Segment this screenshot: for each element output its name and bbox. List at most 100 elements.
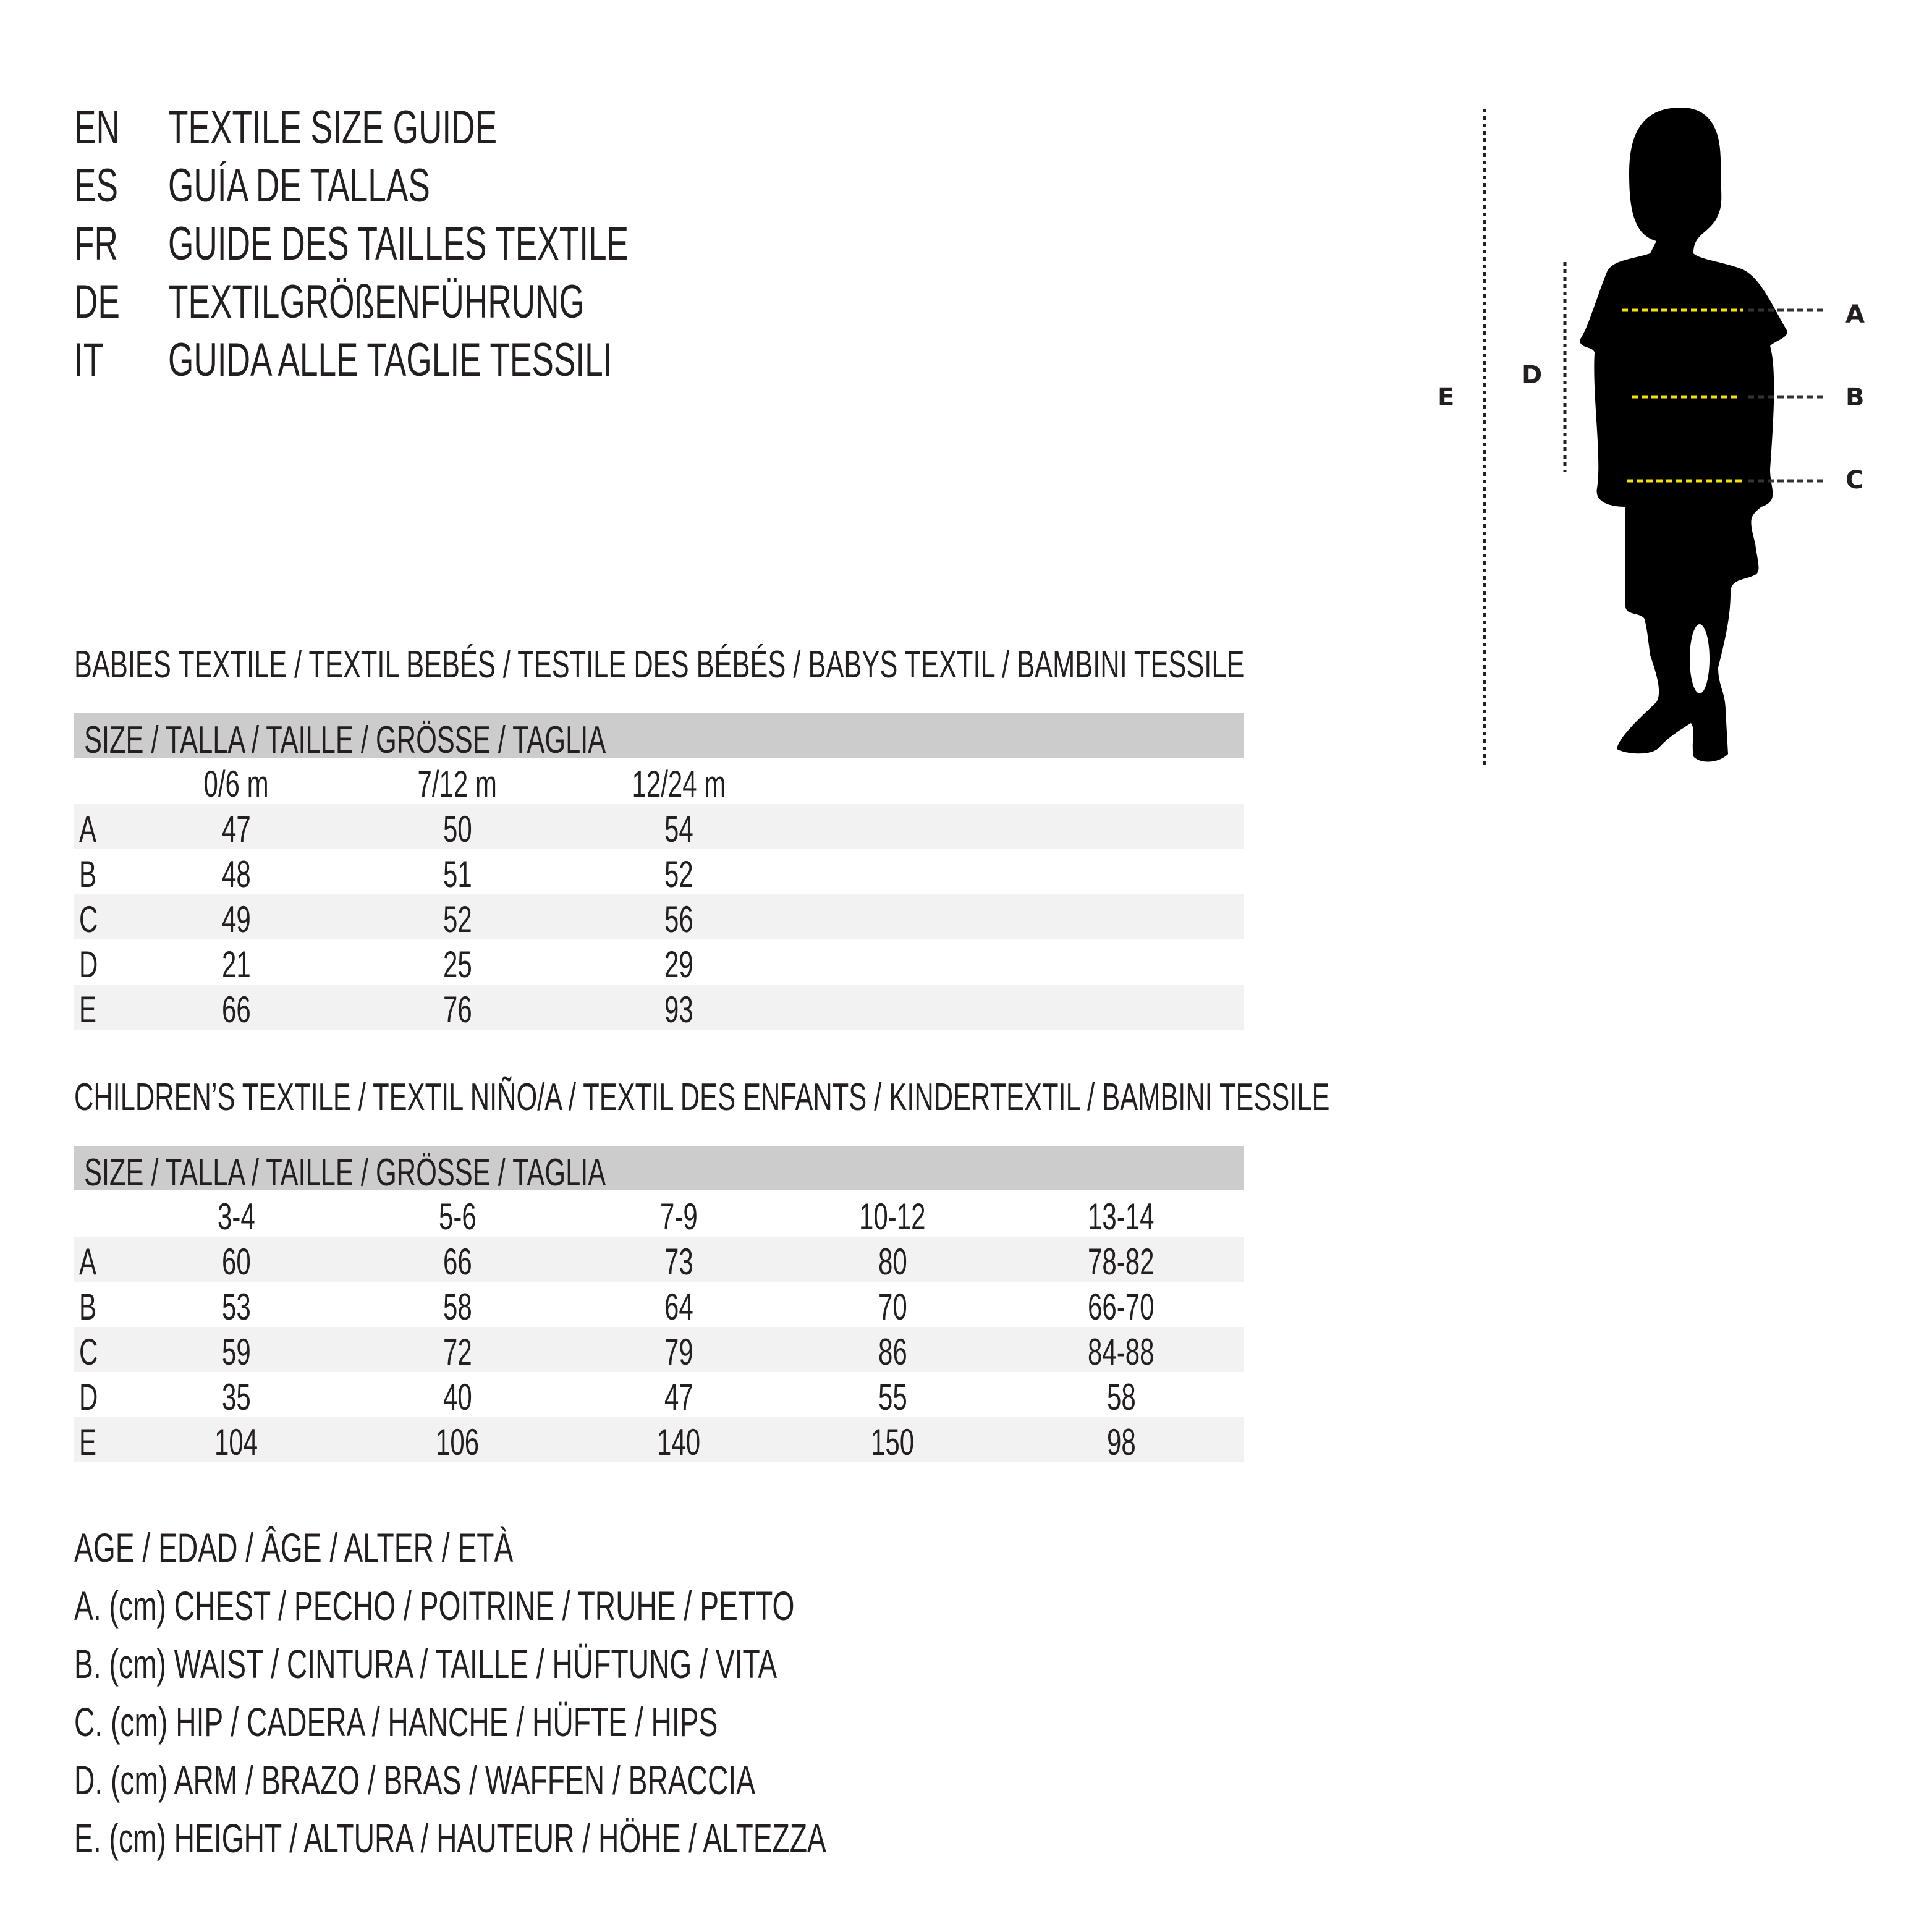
table-cell-text: 29 [664,944,693,985]
column-header: 0/6 m [143,763,329,805]
table-cell-text: 140 [656,1421,701,1463]
legend-line: AGE / EDAD / ÂGE / ALTER / ETÀ [74,1524,701,1571]
table-cell-text: 78-82 [1088,1241,1155,1282]
guide-title: GUIDE DES TAILLES TEXTILE [168,215,826,273]
table-cell: 21 [143,943,329,986]
table-row: E 104 106 140 150 98 [74,1417,1244,1464]
table-cell-text: 66 [443,1241,472,1282]
table-cell: 47 [586,1376,771,1418]
section-title: BABIES TEXTILE / TEXTIL BEBÉS / TESTILE … [74,643,1746,687]
row-label-text: A [79,1241,97,1282]
table-cell: 76 [365,988,550,1031]
table-cell: 53 [143,1286,329,1328]
table-row: B 53 58 64 70 66-70 [74,1282,1244,1328]
table-cell: 150 [800,1421,985,1464]
table-cell: 49 [143,898,329,941]
row-label-text: A [79,808,97,850]
table-cell: 54 [586,808,771,850]
guide-title: GUIDA ALLE TAGLIE TESSILI [168,331,802,389]
column-header-row: 0/6 m 7/12 m 12/24 m [74,759,1244,805]
row-label: C [79,898,106,941]
row-label: E [79,988,104,1031]
table-cell-text: 93 [664,989,693,1030]
legend-line: B. (cm) WAIST / CINTURA / TAILLE / HÜFTU… [74,1640,1078,1687]
table-cell: 56 [586,898,771,941]
column-header: 12/24 m [586,763,771,805]
label-a: A [1845,300,1865,329]
column-header: 7-9 [586,1195,771,1238]
table-cell: 59 [143,1331,329,1373]
table-cell-text: 84-88 [1088,1331,1155,1373]
column-header: 13-14 [1028,1195,1214,1238]
table-cell-text: 47 [221,808,251,850]
table-cell: 50 [365,808,550,850]
table-cell: 60 [143,1240,329,1283]
table-cell: 55 [800,1376,985,1418]
table-cell-text: 86 [878,1331,907,1373]
table-cell: 106 [365,1421,550,1464]
table-row: A 47 50 54 [74,804,1244,850]
table-row: D 35 40 47 55 58 [74,1372,1244,1418]
table-row: C 59 72 79 86 84-88 [74,1327,1244,1373]
language-code: DE [74,273,140,331]
table-cell: 52 [586,853,771,896]
language-code: ES [74,157,137,215]
guide-title-text: GUÍA DE TALLAS [168,159,430,212]
table-cell-text: 52 [664,854,693,895]
table-row: D 21 25 29 [74,939,1244,985]
language-code: FR [74,215,137,273]
row-label-text: B [79,1286,97,1328]
table-cell: 79 [586,1331,771,1373]
size-header-bar: SIZE / TALLA / TAILLE / GRÖSSE / TAGLIA [74,1146,1244,1194]
table-cell-text: 72 [443,1331,472,1373]
row-label: E [79,1421,104,1464]
table-cell: 25 [365,943,550,986]
table-cell-text: 104 [214,1421,258,1463]
table-cell-text: 40 [443,1376,472,1418]
row-label-text: C [79,1331,98,1373]
row-label-text: D [79,944,98,985]
table-cell: 29 [586,943,771,986]
table-cell: 47 [143,808,329,850]
row-label: A [79,1240,104,1283]
table-cell: 80 [800,1240,985,1283]
label-e: E [1438,383,1454,412]
row-label: B [79,1286,104,1328]
table-cell: 73 [586,1240,771,1283]
column-header-text: 0/6 m [203,763,269,805]
table-cell: 66-70 [1028,1286,1214,1328]
table-cell: 98 [1028,1421,1214,1464]
size-header-text: SIZE / TALLA / TAILLE / GRÖSSE / TAGLIA [84,1151,606,1194]
table-cell: 58 [365,1286,550,1328]
size-header-bar: SIZE / TALLA / TAILLE / GRÖSSE / TAGLIA [74,713,1244,761]
row-label-text: D [79,1376,98,1418]
table-cell: 64 [586,1286,771,1328]
table-cell: 78-82 [1028,1240,1214,1283]
size-header-text: SIZE / TALLA / TAILLE / GRÖSSE / TAGLIA [84,719,606,761]
label-b: B [1845,383,1865,412]
column-header: 7/12 m [365,763,550,805]
row-label: B [79,853,104,896]
column-header-text: 12/24 m [632,763,726,805]
row-label-text: B [79,854,97,895]
column-header-text: 5-6 [438,1196,477,1237]
language-code-text: EN [74,101,120,154]
table-cell-text: 21 [221,944,251,985]
table-cell-text: 59 [221,1331,251,1373]
row-label-text: E [79,1421,97,1463]
column-header-text: 10-12 [859,1196,926,1237]
section-title-text: BABIES TEXTILE / TEXTIL BEBÉS / TESTILE … [74,643,1245,686]
row-label: D [79,1376,106,1418]
table-cell: 66 [143,988,329,1031]
guide-title-text: GUIDA ALLE TAGLIE TESSILI [168,334,612,386]
table-cell: 86 [800,1331,985,1373]
table-cell: 51 [365,853,550,896]
legend-line-text: AGE / EDAD / ÂGE / ALTER / ETÀ [74,1525,514,1570]
guide-title-text: GUIDE DES TAILLES TEXTILE [168,218,629,270]
table-cell: 104 [143,1421,329,1464]
table-cell: 40 [365,1376,550,1418]
legend-line-text: A. (cm) CHEST / PECHO / POITRINE / TRUHE… [74,1583,795,1629]
column-header: 10-12 [800,1195,985,1238]
table-cell-text: 49 [221,899,251,940]
guide-title: TEXTILE SIZE GUIDE [168,99,638,157]
